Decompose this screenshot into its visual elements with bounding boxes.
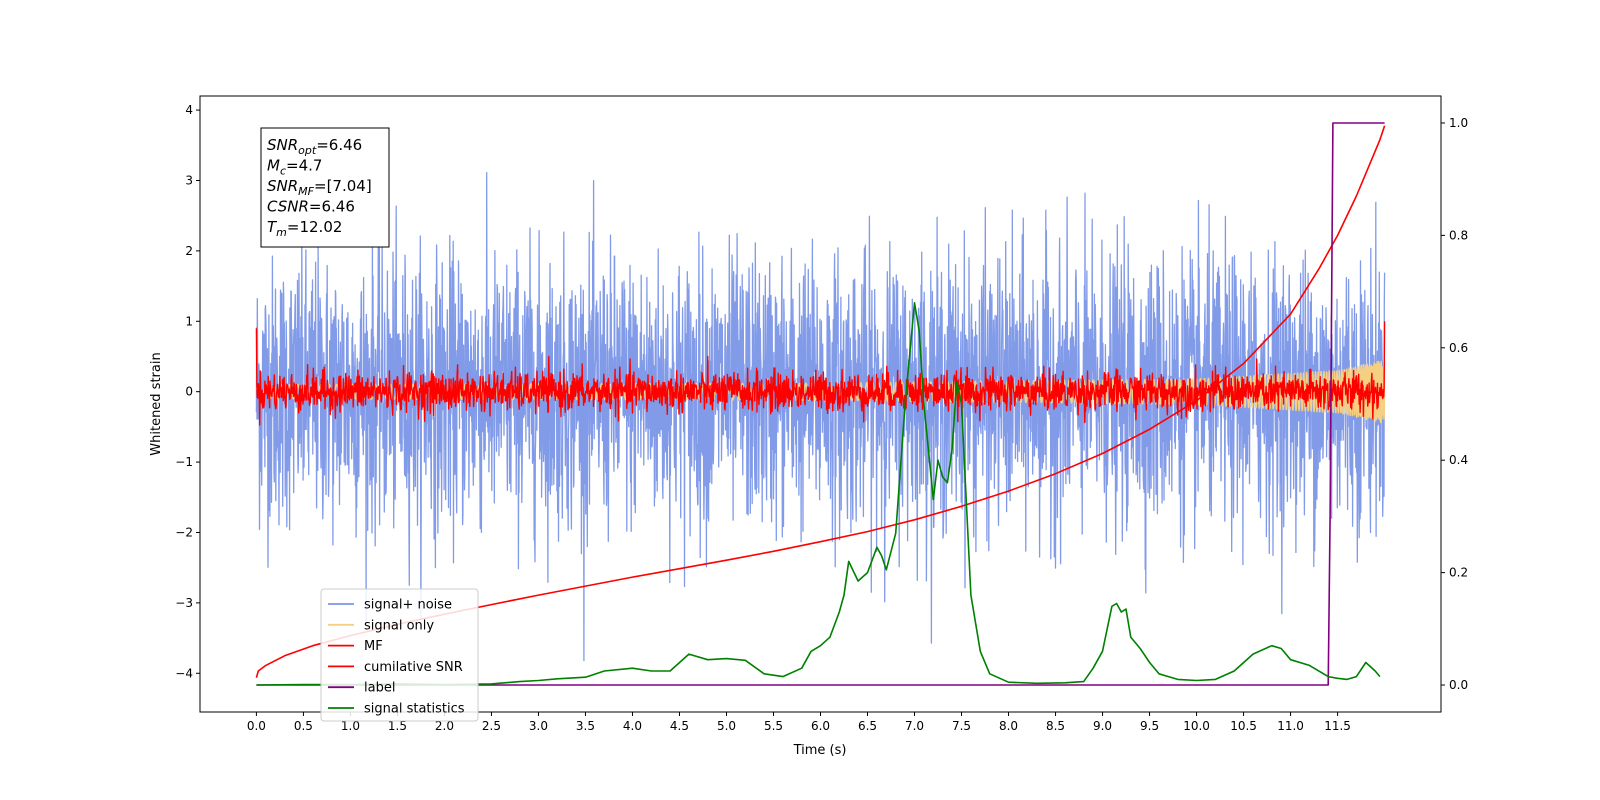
annotation-line: Mc=4.7	[267, 157, 322, 178]
legend-label: cumilative SNR	[364, 660, 463, 675]
legend-label: signal statistics	[364, 702, 465, 717]
y-tick-label: −1	[175, 455, 193, 469]
y-tick-label: −3	[175, 596, 193, 610]
y-tick-label: 3	[185, 173, 193, 187]
x-tick-label: 0.5	[294, 719, 313, 733]
x-tick-label: 6.0	[811, 719, 830, 733]
x-tick-label: 3.5	[576, 719, 595, 733]
annotation-line: SNRMF=[7.04]	[267, 177, 372, 198]
x-tick-label: 8.5	[1046, 719, 1065, 733]
x-tick-label: 10.0	[1183, 719, 1210, 733]
y-tick-label: 1	[185, 314, 193, 328]
legend-frame	[320, 588, 479, 722]
y-axis-right: 1.0 0.8 0.6 0.4 0.2 0.0	[1441, 116, 1468, 692]
series-line-signal-noise	[255, 171, 1386, 662]
annotation-line: Tm=12.02	[267, 218, 342, 239]
y2-tick-label: 0.4	[1449, 453, 1468, 467]
y2-tick-label: 0.0	[1449, 678, 1468, 692]
legend-label: signal+ noise	[364, 598, 452, 613]
y-tick-label: 4	[185, 103, 193, 117]
series-line-mf	[255, 321, 1386, 426]
x-tick-label: 2.5	[482, 719, 501, 733]
series-line-label	[256, 122, 1385, 686]
x-tick-label: 3.0	[529, 719, 548, 733]
legend-label: MF	[364, 639, 383, 654]
annotation-line: SNRopt=6.46	[267, 136, 362, 157]
x-tick-label: 11.0	[1277, 719, 1304, 733]
x-axis: 0.0 0.5 1.0 1.5 2.0 2.5 3.0 3.5 4.0 4.5 5.0 5.5 6.0 6…	[247, 712, 1351, 733]
x-tick-label: 8.0	[999, 719, 1018, 733]
x-tick-label: 11.5	[1324, 719, 1351, 733]
x-tick-label: 2.0	[435, 719, 454, 733]
y-tick-label: −4	[175, 666, 193, 680]
y-axis-label: Whitened strain	[149, 352, 164, 455]
y2-tick-label: 0.2	[1449, 566, 1468, 580]
x-axis-label: Time (s)	[793, 743, 847, 758]
y2-tick-label: 0.8	[1449, 228, 1468, 242]
y-tick-label: 2	[185, 244, 193, 258]
x-tick-label: 7.5	[952, 719, 971, 733]
y-tick-label: −2	[175, 525, 193, 539]
y2-tick-label: 0.6	[1449, 341, 1468, 355]
x-tick-label: 0.0	[247, 719, 266, 733]
x-tick-label: 9.5	[1140, 719, 1159, 733]
x-tick-label: 5.0	[717, 719, 736, 733]
x-tick-label: 5.5	[764, 719, 783, 733]
annotation-frame	[260, 127, 390, 248]
x-tick-label: 4.0	[623, 719, 642, 733]
x-tick-label: 10.5	[1230, 719, 1257, 733]
y-axis-left: 4 3 2 1 0 −1 −2 −3 −4	[175, 103, 200, 680]
series-line-signal-statistics	[256, 302, 1381, 686]
x-tick-label: 1.0	[341, 719, 360, 733]
legend-label: label	[364, 681, 395, 696]
x-tick-label: 9.0	[1093, 719, 1112, 733]
x-tick-label: 7.0	[905, 719, 924, 733]
y-tick-label: 0	[185, 385, 193, 399]
x-tick-label: 1.5	[388, 719, 407, 733]
legend: signal+ noise signal only MF cumilative SNR…	[320, 588, 479, 722]
x-tick-label: 4.5	[670, 719, 689, 733]
legend-label: signal only	[364, 618, 434, 633]
annotation-line: CSNR=6.46	[267, 198, 355, 216]
y2-tick-label: 1.0	[1449, 116, 1468, 130]
x-tick-label: 6.5	[858, 719, 877, 733]
